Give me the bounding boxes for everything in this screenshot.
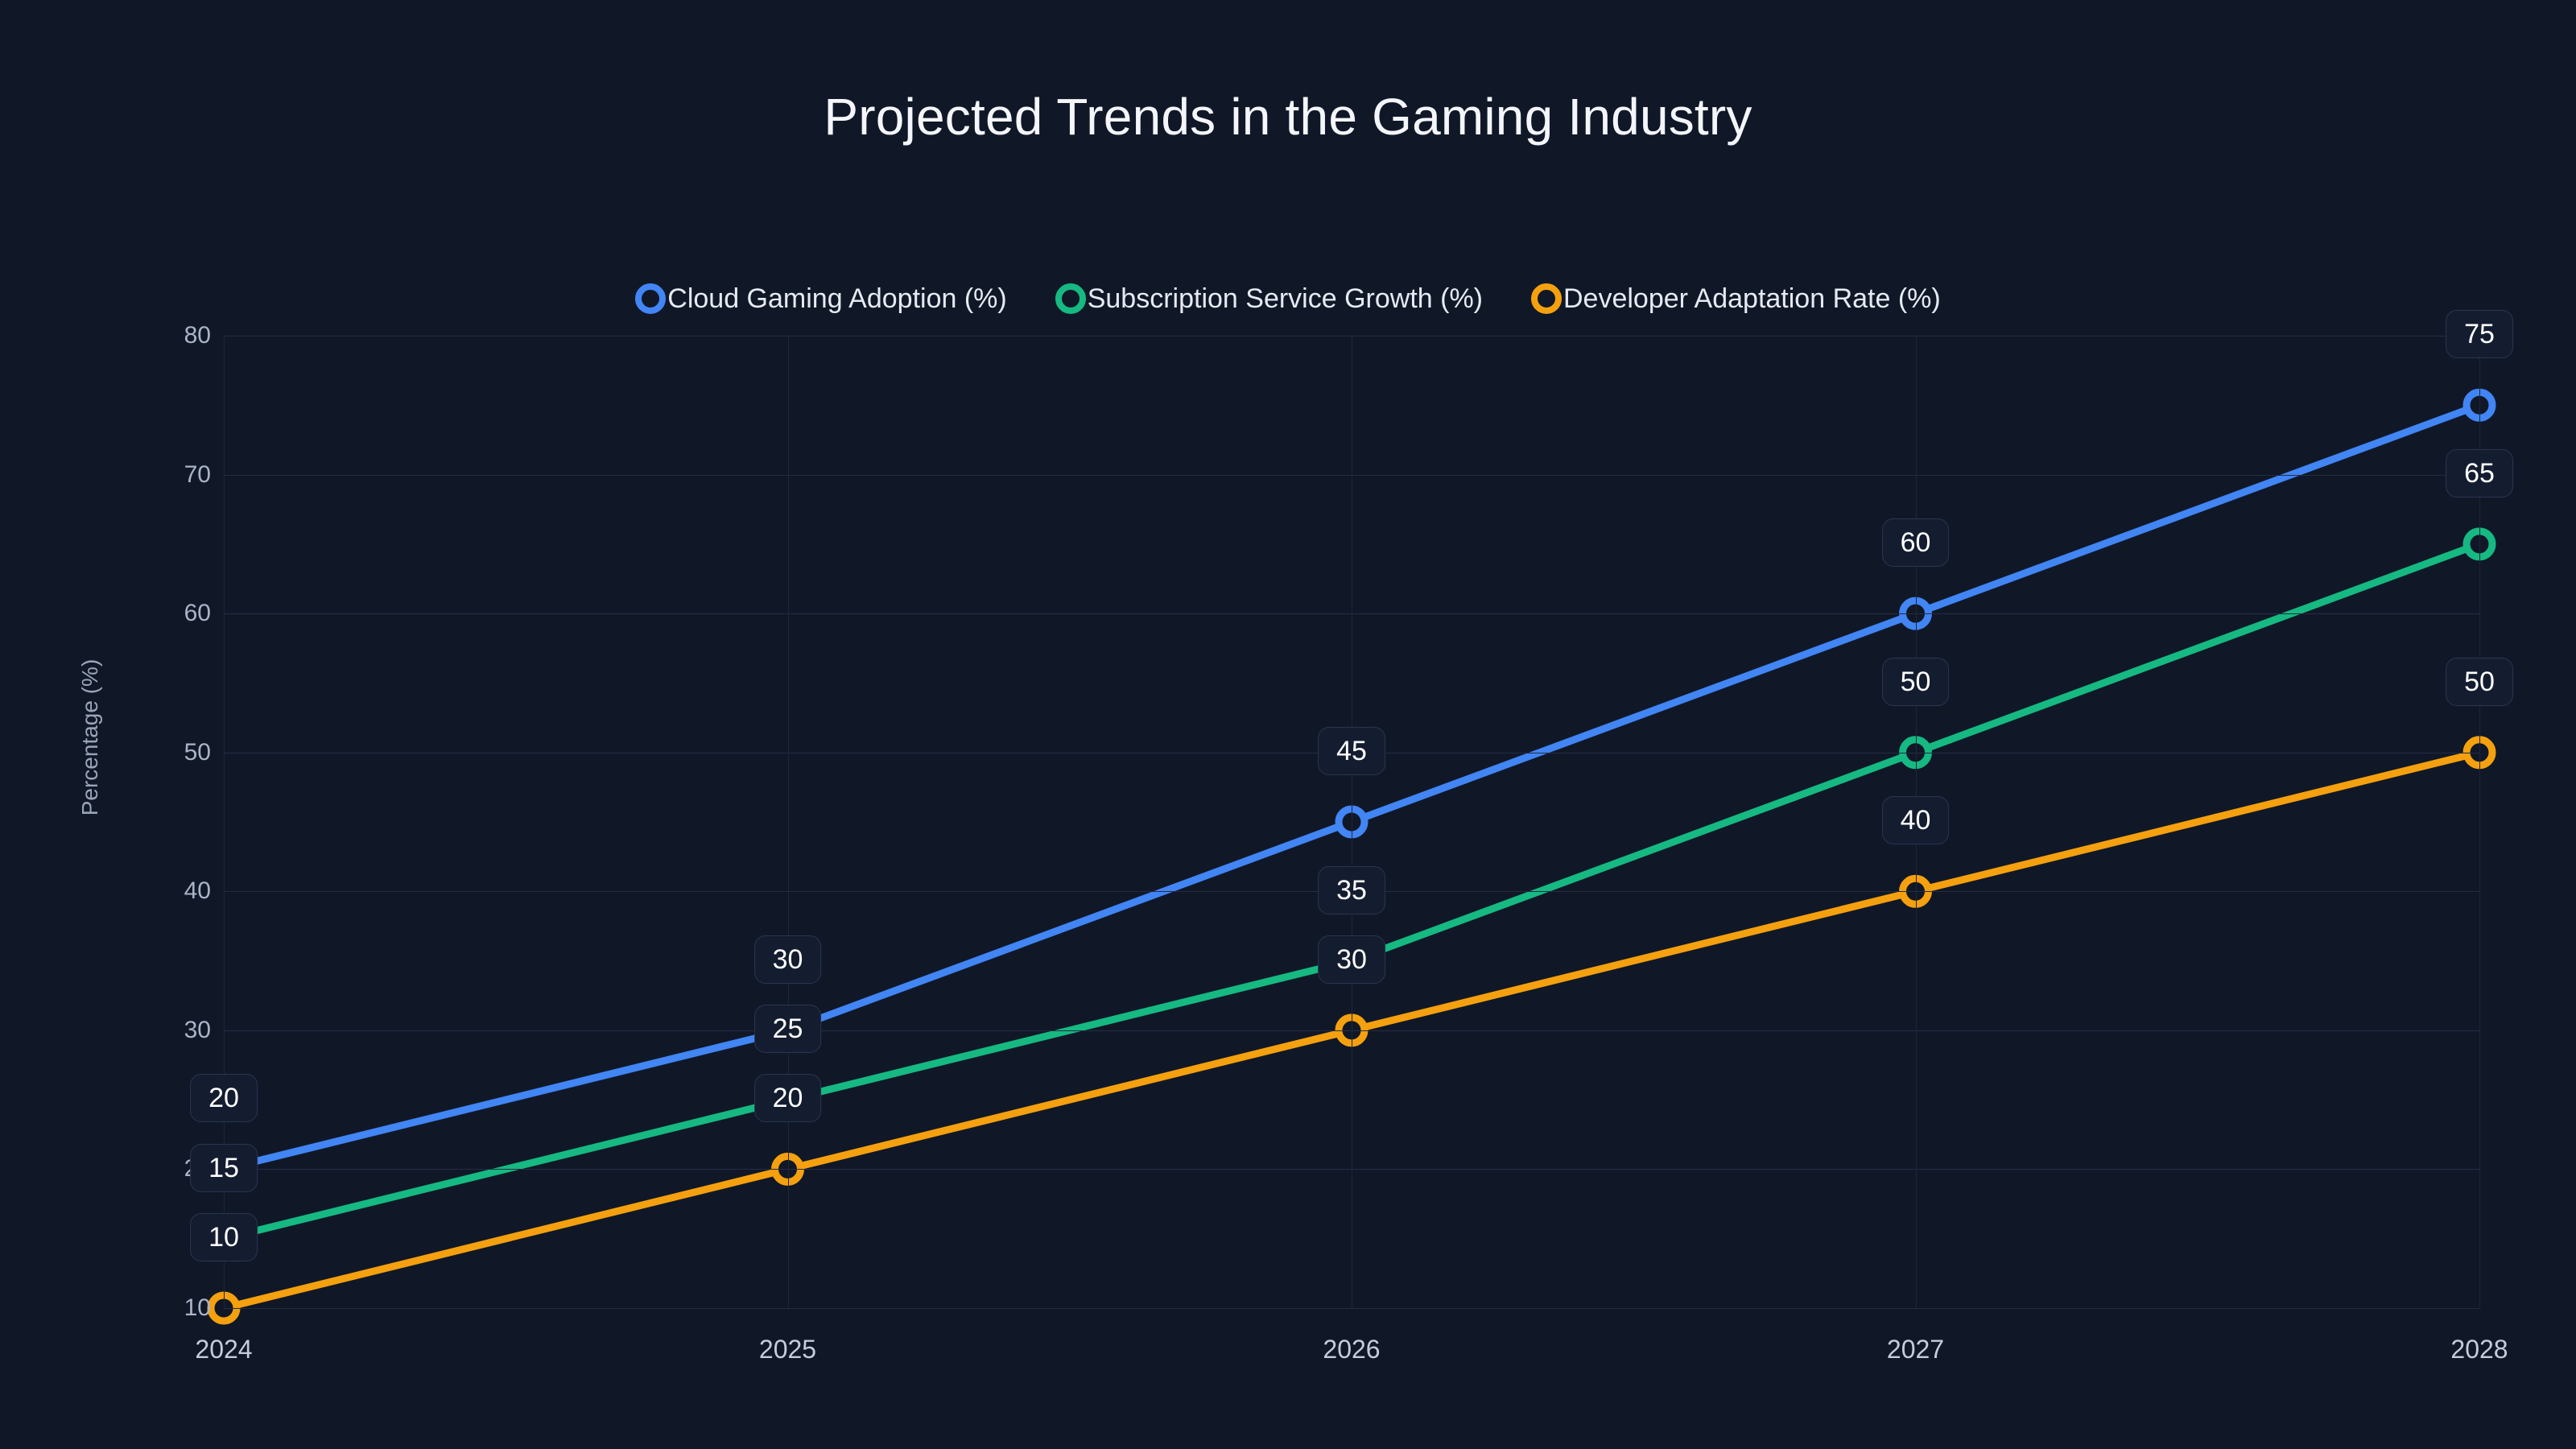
x-axis-tick-label: 2026 xyxy=(1323,1335,1381,1364)
data-label: 25 xyxy=(753,1005,822,1054)
legend-item-label: Developer Adaptation Rate (%) xyxy=(1563,283,1941,314)
data-label: 20 xyxy=(753,1074,822,1123)
y-axis-tick-label: 30 xyxy=(184,1016,211,1043)
y-axis-tick-label: 60 xyxy=(184,600,211,627)
data-label: 75 xyxy=(2446,310,2513,359)
legend-item-2[interactable]: Developer Adaptation Rate (%) xyxy=(1531,283,1941,314)
x-axis-tick-label: 2025 xyxy=(758,1335,817,1364)
chart-legend: Cloud Gaming Adoption (%) Subscription Se… xyxy=(0,283,2576,314)
legend-marker-icon xyxy=(1531,283,1562,314)
data-label: 20 xyxy=(190,1074,258,1123)
legend-item-1[interactable]: Subscription Service Growth (%) xyxy=(1055,283,1483,314)
data-label: 45 xyxy=(1318,727,1385,775)
data-label: 60 xyxy=(1881,518,1950,568)
y-axis-title: Percentage (%) xyxy=(77,658,102,816)
legend-item-0[interactable]: Cloud Gaming Adoption (%) xyxy=(635,283,1007,314)
y-axis-tick-label: 10 xyxy=(184,1294,211,1321)
y-axis-tick-label: 70 xyxy=(184,460,211,488)
legend-item-label: Subscription Service Growth (%) xyxy=(1087,283,1483,314)
data-label: 65 xyxy=(2446,448,2513,497)
gridline-horizontal xyxy=(224,1308,2479,1309)
legend-marker-icon xyxy=(1055,283,1086,314)
legend-item-label: Cloud Gaming Adoption (%) xyxy=(667,283,1007,314)
data-label: 15 xyxy=(190,1143,258,1192)
y-axis-tick-label: 50 xyxy=(184,738,211,766)
y-axis-tick-label: 40 xyxy=(184,877,211,905)
x-axis-tick-label: 2024 xyxy=(195,1335,253,1364)
data-label: 40 xyxy=(1881,796,1950,845)
data-label: 30 xyxy=(753,935,822,984)
plot-area: 80 70 60 50 40 30 20 10 2024 2025 2026 2027 2028 20 30… xyxy=(184,310,2513,1364)
legend-marker-icon xyxy=(635,283,667,314)
x-axis-tick-label: 2027 xyxy=(1886,1335,1945,1364)
data-label: 10 xyxy=(190,1213,258,1261)
y-axis-tick-label: 80 xyxy=(184,322,211,349)
data-label: 30 xyxy=(1318,935,1385,984)
data-label: 50 xyxy=(2446,657,2513,706)
data-label: 35 xyxy=(1318,865,1385,914)
gridline-vertical xyxy=(787,336,789,1308)
data-label: 50 xyxy=(1881,657,1950,706)
gridline-vertical xyxy=(224,336,225,1308)
chart-title: Projected Trends in the Gaming Industry xyxy=(824,88,1752,146)
x-axis-tick-label: 2028 xyxy=(2450,1335,2508,1364)
gridline-vertical xyxy=(2479,336,2480,1308)
